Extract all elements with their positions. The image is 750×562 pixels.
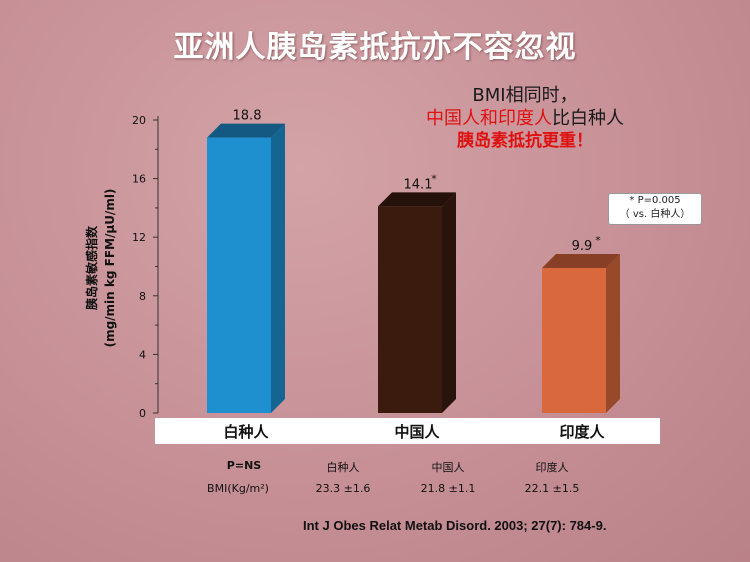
bmi-value-white: 23.3 ±1.6 [315, 482, 371, 495]
category-label-strip: 白种人 中国人 印度人 [155, 418, 660, 444]
note-line-2-black: 比白种人 [552, 108, 624, 129]
data-label-1: 14.1 [404, 177, 433, 192]
data-label-0: 18.8 [233, 109, 262, 124]
bmi-value-indian: 22.1 ±1.5 [524, 482, 580, 495]
y-tick-label-3: 12 [132, 231, 146, 244]
category-label-white: 白种人 [223, 423, 269, 441]
slide-title: 亚洲人胰岛素抵抗亦不容忽视 [173, 30, 577, 65]
y-axis-title-line-1: 胰岛素敏感指数 [84, 225, 99, 310]
bar-top-0 [207, 123, 285, 138]
bmi-header-chinese: 中国人 [431, 461, 465, 474]
bar-side-2 [606, 253, 620, 413]
significance-marker-1: * [431, 172, 437, 185]
y-tick-label-1: 4 [139, 348, 146, 361]
p-value-box: * P=0.005 （ vs. 白种人） [608, 193, 702, 225]
bar-top-2 [542, 253, 620, 268]
citation: Int J Obes Relat Metab Disord. 2003; 27(… [303, 518, 607, 533]
bar-top-1 [378, 192, 456, 207]
bar-side-1 [442, 192, 456, 413]
y-axis-title-line-2: (mg/min kg FFM/µU/ml) [103, 189, 117, 348]
y-tick-label-2: 8 [139, 290, 146, 303]
y-tick-label-4: 16 [132, 173, 146, 186]
bar-chart: 0 4 8 12 16 20 胰岛素敏感指数 (mg/min kg FFM/µU/ml) 18.… [84, 109, 620, 420]
p-value-line-1: * P=0.005 [629, 195, 681, 206]
bmi-header-white: 白种人 [326, 461, 360, 474]
note-line-2: 中国人和印度人比白种人 [380, 107, 670, 130]
significance-marker-2: * [595, 234, 601, 247]
bar-1 [378, 206, 442, 413]
note-line-1: BMI相同时， [472, 85, 578, 106]
y-tick-label-0: 0 [139, 407, 146, 420]
note-line-3: 胰岛素抵抗更重！ [457, 131, 593, 151]
bar-side-0 [271, 123, 285, 413]
category-label-chinese: 中国人 [394, 423, 440, 441]
bmi-value-chinese: 21.8 ±1.1 [420, 482, 476, 495]
category-label-indian: 印度人 [559, 423, 605, 441]
p-ns-label: P=NS [226, 459, 262, 472]
data-label-2: 9.9 [572, 239, 593, 254]
bar-0 [207, 137, 271, 413]
bmi-row-label: BMI(Kg/m²) [207, 482, 269, 495]
y-tick-label-5: 20 [132, 114, 146, 127]
note-line-2-red: 中国人和印度人 [426, 108, 552, 129]
p-value-line-2: （ vs. 白种人） [619, 209, 691, 220]
bmi-header-indian: 印度人 [535, 461, 569, 474]
bar-2 [542, 267, 606, 413]
annotation-note: BMI相同时， 中国人和印度人比白种人 胰岛素抵抗更重！ [380, 84, 670, 153]
